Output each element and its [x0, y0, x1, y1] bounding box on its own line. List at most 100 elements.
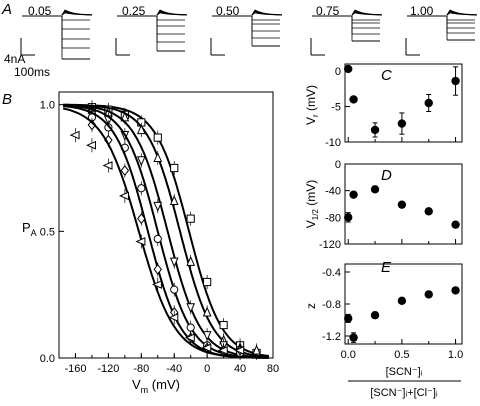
x-tick-label: -160: [64, 363, 86, 375]
data-point-triangle-up: [169, 195, 179, 206]
fraction-denominator: [SCN⁻]ᵢ+[Cl⁻]ᵢ: [370, 387, 438, 399]
current-trace: [117, 15, 158, 34]
panel-c-reversal-potential: 0 -5 -10: [325, 63, 463, 149]
data-point-circle: [186, 323, 195, 332]
data-point-triangle-left: [168, 313, 179, 322]
y-tick-label: -80: [325, 212, 341, 224]
x-tick-label: 80: [267, 363, 279, 375]
panel-e-ylabel: z: [304, 303, 318, 309]
data-point-triangle-up: [186, 255, 196, 266]
conc-label-3: 0.50: [216, 4, 240, 18]
x-tick-label: 0.0: [341, 349, 356, 361]
panel-d-half-activation: 0 -40 -80 -120: [319, 159, 463, 251]
data-point-triangle-down: [186, 303, 196, 314]
panel-letter-b: B: [2, 91, 12, 108]
current-trace: [212, 15, 253, 46]
panel-letter-a: A: [1, 1, 12, 18]
panel-b-activation-curves: -160 -120 -80 -40 0 40 80 0.0 0.5 1.0: [40, 91, 279, 375]
current-trace: [312, 15, 353, 34]
data-point-triangle-down: [153, 201, 163, 212]
tail-current-trace: [61, 9, 93, 16]
panel-b-xlabel: Vm (mV): [132, 377, 180, 395]
data-point-triangle-left: [102, 161, 113, 170]
data-point-triangle-up: [252, 344, 261, 355]
data-point: [424, 290, 433, 299]
data-point: [370, 125, 380, 135]
y-tick-label: -0.8: [322, 299, 341, 311]
x-tick-label: -40: [166, 363, 182, 375]
current-trace: [117, 15, 158, 42]
data-point-diamond: [137, 213, 146, 225]
y-tick-label: -10: [325, 137, 341, 149]
data-point-triangle-left: [86, 140, 97, 150]
data-point: [424, 98, 433, 108]
x-tick-label: -120: [97, 363, 119, 375]
x-tick-label: 0: [204, 363, 210, 375]
boltzmann-fit-line: [63, 103, 270, 358]
data-point: [370, 185, 380, 194]
panel-letter-c: C: [381, 67, 392, 84]
tail-current-trace: [351, 9, 383, 16]
panel-a-current-traces: [20, 9, 478, 60]
conc-label-4: 0.75: [316, 4, 340, 18]
current-trace: [22, 15, 63, 39]
y-tick-label: 0: [335, 66, 341, 78]
data-point-triangle-down: [136, 156, 146, 167]
data-point: [424, 207, 433, 216]
data-point: [349, 190, 358, 199]
y-tick-label: -0.4: [322, 267, 341, 279]
data-point-diamond: [120, 165, 130, 176]
scale-time-label: 100ms: [14, 65, 50, 79]
y-tick-label: -40: [325, 186, 341, 198]
conc-label-5: 1.00: [410, 4, 434, 18]
data-point: [344, 213, 353, 222]
panel-b-frame: [58, 91, 274, 359]
data-point: [344, 64, 353, 74]
data-point: [451, 286, 460, 295]
panel-d-frame: [344, 163, 463, 245]
data-point-triangle-up: [153, 152, 163, 162]
data-point: [349, 333, 358, 342]
tail-current-trace: [446, 9, 478, 16]
current-trace: [22, 15, 63, 59]
data-point-square: [203, 277, 212, 287]
y-tick-label: 0: [335, 159, 341, 171]
panel-letter-d: D: [381, 167, 392, 184]
data-point: [344, 314, 353, 323]
y-tick-label: -120: [319, 239, 341, 251]
data-point: [397, 200, 407, 209]
current-trace: [22, 15, 63, 48]
boltzmann-fit-line: [63, 104, 269, 359]
data-point-triangle-left: [217, 346, 228, 355]
current-trace: [212, 15, 253, 31]
data-point-square: [170, 163, 179, 173]
data-point-triangle-down: [169, 257, 179, 268]
data-point-triangle-left: [234, 346, 245, 355]
current-trace: [117, 15, 158, 51]
data-point: [451, 76, 460, 86]
data-point-triangle-left: [69, 130, 80, 140]
y-tick-label: 1.0: [40, 100, 55, 112]
data-point-triangle-left: [119, 191, 129, 201]
data-point-circle: [153, 234, 162, 244]
current-trace: [312, 15, 353, 41]
data-point-triangle-left: [184, 333, 195, 343]
data-point-square: [219, 320, 228, 330]
panel-e-gating-charge: -0.4 -0.8 -1.20.0 0.5 1.0: [322, 263, 463, 361]
tail-current-trace: [251, 9, 283, 16]
panel-c-ylabel: Vr (mV): [304, 85, 320, 125]
scale-current-label: 4nA: [4, 52, 25, 66]
y-tick-label: -1.2: [322, 331, 341, 343]
data-point-triangle-left: [135, 237, 146, 246]
data-point-triangle-left: [151, 280, 162, 289]
boltzmann-fit-line: [63, 104, 269, 359]
data-point: [397, 119, 407, 128]
x-tick-label: 0.5: [394, 349, 409, 361]
data-point-triangle-up: [136, 124, 146, 135]
conc-label-1: 0.05: [28, 4, 52, 18]
panel-d-ylabel: V1/2 (mV): [304, 180, 320, 228]
data-point-diamond: [153, 263, 163, 275]
data-point-square: [153, 133, 162, 142]
panel-b-ylabel: PA: [22, 220, 37, 238]
